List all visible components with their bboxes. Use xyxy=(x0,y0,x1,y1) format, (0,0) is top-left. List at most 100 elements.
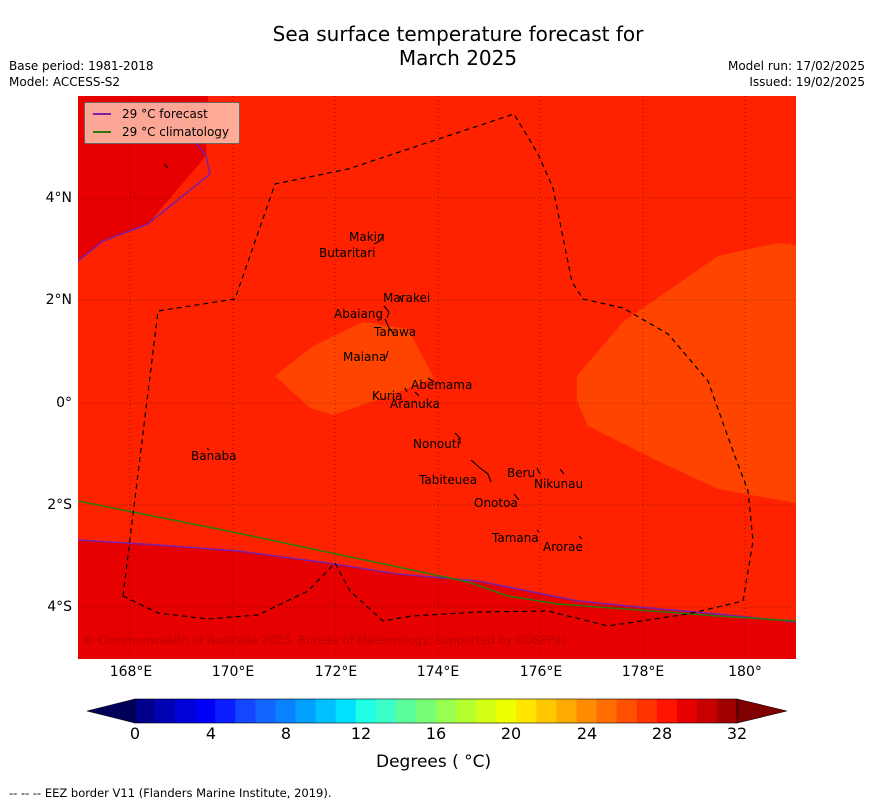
island-onotoa-shape xyxy=(513,493,520,501)
island-beru-shape xyxy=(536,467,541,475)
colorbar-cell xyxy=(295,699,316,723)
legend-forecast-label: 29 °C forecast xyxy=(122,107,208,121)
colorbar-cell xyxy=(496,699,517,723)
legend-forecast: 29 °C forecast xyxy=(93,106,208,122)
x-tick-176e: 176°E xyxy=(519,664,563,680)
colorbar-tick-8: 8 xyxy=(280,724,292,743)
island-label-makin: Makin xyxy=(349,230,385,244)
forecast-29c-contour-south xyxy=(78,539,796,623)
colorbar-cell xyxy=(476,699,497,723)
colorbar-under-arrow xyxy=(86,698,136,724)
colorbar-cell xyxy=(395,699,417,723)
colorbar-over-arrow xyxy=(736,698,788,724)
island-aranuka-shape xyxy=(414,391,420,397)
island-label-kuria: Kuria xyxy=(372,389,403,403)
island-label-beru: Beru xyxy=(507,466,535,480)
colorbar-cell xyxy=(516,699,537,723)
island-tarawa-shape xyxy=(384,318,395,335)
island-label-nonouti: Nonouti xyxy=(413,437,460,451)
colorbar-cell xyxy=(375,699,397,723)
map-legend: 29 °C forecast 29 °C climatology xyxy=(84,102,240,144)
model-name: Model: ACCESS-S2 xyxy=(9,75,121,89)
island-label-aranuka: Aranuka xyxy=(390,397,440,411)
x-tick-172e: 172°E xyxy=(314,664,358,680)
legend-climatology: 29 °C climatology xyxy=(93,124,229,140)
island-shapes xyxy=(163,163,583,540)
island-nikunau-shape xyxy=(559,468,565,475)
island-label-banaba: Banaba xyxy=(191,449,237,463)
colorbar-tick-4: 4 xyxy=(205,724,217,743)
issued-date: Issued: 19/02/2025 xyxy=(749,75,865,89)
sst-region-central-cool xyxy=(275,322,434,415)
island-label-marakei: Marakei xyxy=(383,291,430,305)
colorbar-cell xyxy=(275,699,296,723)
map-title: Sea surface temperature forecast for Mar… xyxy=(0,22,873,70)
colorbar-tick-28: 28 xyxy=(651,724,673,743)
colorbar-tick-20: 20 xyxy=(500,724,522,743)
colorbar-cell xyxy=(616,699,637,723)
island-label-butaritari: Butaritari xyxy=(319,246,376,260)
x-tick-178e: 178°E xyxy=(621,664,665,680)
y-tick-4n: 4°N xyxy=(45,190,72,206)
colorbar-cell xyxy=(215,699,236,723)
colorbar-cell xyxy=(556,699,577,723)
island-banaba-shape xyxy=(206,447,210,451)
colorbar-cell xyxy=(716,699,738,723)
eez-border xyxy=(122,113,754,627)
island-butaritari-shape xyxy=(373,233,385,245)
colorbar-cell xyxy=(456,699,477,723)
island-label-tarawa: Tarawa xyxy=(373,325,416,339)
title-line-2: March 2025 xyxy=(398,46,518,70)
island-tamana-shape xyxy=(536,529,540,533)
colorbar-cell xyxy=(696,699,718,723)
island-label-abemama: Abemama xyxy=(411,378,472,392)
colorbar xyxy=(86,698,788,724)
island-kuria-shape xyxy=(404,387,408,393)
sst-map: Makin Butaritari Marakei Abaiang Tarawa … xyxy=(78,96,796,659)
colorbar-cell xyxy=(155,699,176,723)
island-label-nikunau: Nikunau xyxy=(534,477,583,491)
run-info: Model run: 17/02/2025 Issued: 19/02/2025 xyxy=(728,58,865,90)
legend-forecast-swatch xyxy=(93,113,111,115)
island-label-maiana: Maiana xyxy=(343,350,386,364)
island-abemama-shape xyxy=(427,377,435,383)
colorbar-cell xyxy=(355,699,377,723)
colorbar-cell xyxy=(195,699,216,723)
colorbar-cell xyxy=(135,699,156,723)
colorbar-tick-24: 24 xyxy=(576,724,598,743)
colorbar-cell xyxy=(636,699,658,723)
island-nonouti-shape xyxy=(454,432,461,444)
island-maiana-shape xyxy=(385,350,389,359)
x-tick-170e: 170°E xyxy=(211,664,255,680)
y-tick-4s: 4°S xyxy=(47,599,72,615)
island-label-tamana: Tamana xyxy=(491,531,539,545)
island-labels: Makin Butaritari Marakei Abaiang Tarawa … xyxy=(191,230,583,554)
colorbar-cell xyxy=(436,699,457,723)
island-arorae-shape xyxy=(578,535,583,540)
title-line-1: Sea surface temperature forecast for xyxy=(272,22,644,46)
copyright-notice: © Commonwealth of Australia 2025, Bureau… xyxy=(83,633,567,647)
colorbar-cell xyxy=(175,699,196,723)
island-label-onotoa: Onotoa xyxy=(474,496,518,510)
y-tick-2s: 2°S xyxy=(47,497,72,513)
colorbar-cell xyxy=(596,699,617,723)
colorbar-cell xyxy=(315,699,336,723)
colorbar-cell xyxy=(235,699,256,723)
colorbar-tick-32: 32 xyxy=(726,724,748,743)
colorbar-tick-12: 12 xyxy=(350,724,372,743)
island-abaiang-shape xyxy=(383,305,390,319)
legend-climatology-swatch xyxy=(93,131,111,133)
x-tick-174e: 174°E xyxy=(416,664,460,680)
island-label-abaiang: Abaiang xyxy=(334,307,383,321)
colorbar-label: Degrees ( °C) xyxy=(376,752,492,772)
sst-region-south-warm xyxy=(78,540,796,659)
colorbar-cells xyxy=(86,698,788,724)
island-label-arorae: Arorae xyxy=(543,540,583,554)
colorbar-tick-16: 16 xyxy=(425,724,447,743)
eez-footnote: -- -- -- EEZ border V11 (Flanders Marine… xyxy=(9,786,332,800)
colorbar-cell xyxy=(415,699,437,723)
island-northwest-shape xyxy=(163,163,169,169)
colorbar-cell xyxy=(335,699,357,723)
climatology-29c-contour xyxy=(78,500,796,622)
colorbar-cell xyxy=(656,699,678,723)
